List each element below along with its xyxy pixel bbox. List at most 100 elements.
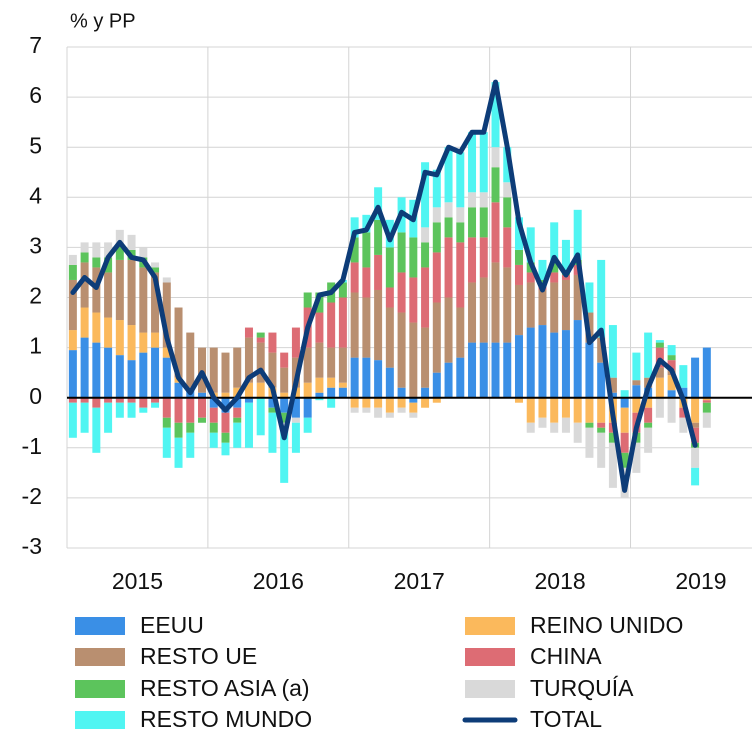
bar-segment — [491, 342, 500, 398]
bar-segment — [514, 335, 523, 398]
bar-segment — [115, 229, 124, 245]
bar-segment — [374, 360, 383, 398]
bar-segment — [691, 357, 700, 398]
y-tick-label: 3 — [29, 232, 42, 258]
bar-segment — [538, 325, 547, 398]
bar-segment — [385, 247, 394, 288]
bar-segment — [397, 387, 406, 398]
bar-segment — [632, 380, 641, 386]
bar-segment — [162, 282, 171, 348]
bar-segment — [444, 362, 453, 398]
bar-segment — [374, 219, 383, 255]
x-tick-label: 2017 — [394, 568, 445, 594]
bar-segment — [104, 272, 113, 318]
bar-segment — [268, 407, 277, 413]
bar-segment — [327, 397, 336, 408]
bar-segment — [280, 352, 289, 368]
bar-segment — [655, 397, 664, 418]
x-tick-label: 2018 — [534, 568, 585, 594]
bar-segment — [561, 279, 570, 331]
bar-segment — [362, 267, 371, 298]
bar-segment — [244, 337, 253, 383]
bar-segment — [608, 377, 617, 393]
bar-segment — [256, 342, 265, 383]
bar-segment — [608, 325, 617, 378]
bar-segment — [667, 355, 676, 361]
bar-segment — [691, 397, 700, 423]
bar-segment — [68, 279, 77, 331]
bar-segment — [550, 397, 559, 423]
bar-segment — [409, 237, 418, 278]
bar-segment — [385, 412, 394, 418]
bar-segment — [573, 209, 582, 260]
bar-segment — [514, 284, 523, 336]
y-axis-label: % y PP — [70, 10, 136, 32]
bar-segment — [585, 422, 594, 428]
bar-segment — [174, 307, 183, 378]
bar-segment — [468, 207, 477, 238]
bar-segment — [503, 267, 512, 343]
bar-segment — [115, 397, 124, 403]
bar-segment — [679, 407, 688, 418]
bar-segment — [456, 357, 465, 398]
bar-segment — [491, 202, 500, 263]
bar-segment — [526, 227, 535, 263]
bar-segment — [233, 347, 242, 388]
bar-segment — [127, 397, 136, 403]
bar-segment — [350, 357, 359, 398]
bar-segment — [338, 282, 347, 298]
bar-segment — [644, 407, 653, 423]
bar-segment — [585, 427, 594, 458]
bar-segment — [233, 397, 242, 408]
bar-segment — [585, 282, 594, 313]
bar-segment — [550, 422, 559, 433]
bar-segment — [679, 417, 688, 433]
bar-segment — [268, 332, 277, 353]
bar-segment — [667, 345, 676, 356]
bar-segment — [561, 330, 570, 398]
bar-segment — [655, 340, 664, 343]
bar-segment — [315, 397, 324, 401]
bar-segment — [421, 267, 430, 328]
bar-segment — [397, 272, 406, 313]
bar-segment — [68, 264, 77, 280]
bar-segment — [503, 342, 512, 398]
bar-segment — [268, 397, 277, 408]
bar-segment — [456, 222, 465, 243]
legend-label: CHINA — [530, 643, 602, 669]
bar-segment — [526, 272, 535, 283]
bar-segment — [186, 397, 195, 423]
bar-segment — [550, 272, 559, 283]
legend-label: TURQUÍA — [530, 675, 634, 701]
bar-segment — [127, 234, 136, 250]
bar-segment — [385, 307, 394, 368]
bar-segment — [80, 252, 89, 263]
bar-segment — [620, 390, 629, 398]
y-tick-label: 6 — [29, 82, 42, 108]
bar-segment — [620, 397, 629, 408]
bar-segment — [115, 259, 124, 321]
bar-segment — [92, 312, 101, 343]
bar-segment — [350, 237, 359, 263]
bar-segment — [444, 237, 453, 298]
bar-segment — [256, 337, 265, 343]
bar-segment — [432, 302, 441, 373]
y-tick-label: -3 — [22, 533, 42, 559]
bar-segment — [632, 397, 641, 413]
bar-segment — [456, 152, 465, 208]
bar-segment — [374, 187, 383, 220]
y-tick-label: 0 — [29, 383, 42, 409]
bar-segment — [80, 242, 89, 253]
bar-segment — [291, 417, 300, 423]
bar-segment — [268, 412, 277, 453]
bar-segment — [338, 297, 347, 348]
bar-segment — [597, 259, 606, 338]
legend-swatch — [75, 648, 125, 666]
legend-label: RESTO ASIA (a) — [140, 675, 310, 701]
bar-segment — [139, 352, 148, 398]
bar-segment — [221, 432, 230, 443]
bar-segment — [303, 382, 312, 398]
bar-segment — [397, 397, 406, 408]
bar-segment — [538, 397, 547, 418]
bar-segment — [597, 397, 606, 423]
